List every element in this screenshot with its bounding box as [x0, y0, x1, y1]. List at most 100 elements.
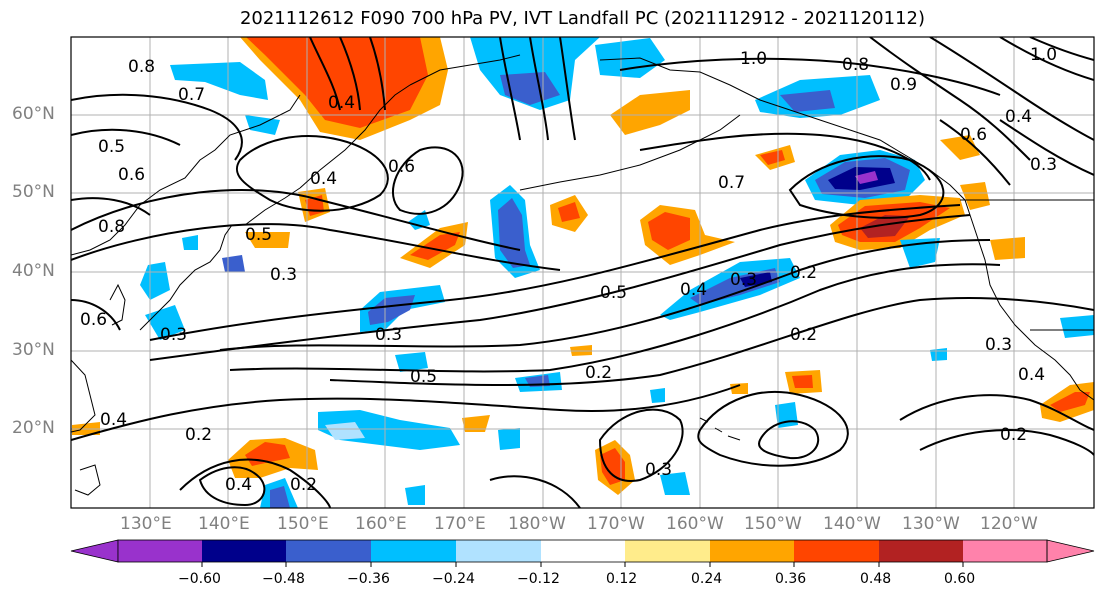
negative-anomaly [395, 352, 428, 372]
contour-label: 0.5 [98, 137, 125, 157]
contour-line [219, 239, 991, 351]
contour-line [71, 189, 521, 251]
positive-anomaly [940, 135, 980, 160]
lon-tick-label: 140°E [198, 514, 250, 534]
colorbar-segment [541, 540, 625, 562]
contour-label: 0.2 [185, 425, 212, 445]
colorbar-tick-label: 0.12 [606, 571, 638, 587]
colorbar-segment [371, 540, 456, 562]
colorbar-segment [202, 540, 286, 562]
graticule [71, 37, 1094, 508]
coastlines [71, 54, 1094, 496]
contour-label: 0.3 [985, 335, 1012, 355]
positive-anomaly [792, 375, 813, 388]
positive-anomaly [610, 90, 690, 135]
positive-anomaly [730, 383, 748, 394]
contour-label: 0.5 [410, 367, 437, 387]
lon-tick-label: 170°W [587, 514, 645, 534]
lat-tick-label: 60°N [12, 104, 55, 124]
negative-anomaly [245, 115, 280, 135]
japan-coastline [139, 224, 233, 331]
contour-label: 0.6 [388, 157, 415, 177]
contour-line [391, 146, 464, 215]
contour-label: 0.4 [1018, 365, 1045, 385]
contour-line [939, 119, 1011, 186]
asia-coastline [71, 94, 301, 256]
colorbar-segment [456, 540, 541, 562]
contour-line [869, 37, 1031, 161]
positive-anomaly [960, 182, 990, 210]
contour-label: 0.5 [600, 283, 627, 303]
contour-label: 0.2 [1000, 425, 1027, 445]
negative-anomaly [222, 255, 245, 272]
contour-label: 0.3 [160, 325, 187, 345]
contour-line [999, 119, 1094, 176]
contour-line [559, 37, 576, 141]
colorbar-tick-label: 0.48 [860, 571, 892, 587]
lon-tick-label: 160°E [355, 514, 407, 534]
contour-line [919, 429, 1094, 456]
colorbar-tick-label: −0.48 [262, 571, 305, 587]
contour-line [1029, 37, 1094, 61]
contour-label: 0.7 [718, 173, 745, 193]
contour-line [999, 37, 1094, 81]
contour-line [229, 263, 1001, 373]
contour-label: 0.7 [178, 85, 205, 105]
lat-tick-label: 30°N [12, 340, 55, 360]
positive-anomaly [760, 150, 785, 165]
negative-anomaly [182, 235, 198, 250]
lon-tick-label: 140°W [823, 514, 881, 534]
china-coastline [71, 359, 96, 433]
contour-line [71, 384, 741, 441]
contour-label: 0.3 [270, 265, 297, 285]
colorbar-tick-label: 0.60 [944, 571, 976, 587]
contour-label: 0.5 [245, 225, 272, 245]
contour-line [758, 420, 820, 460]
contour-line [149, 214, 971, 361]
colorbar [70, 539, 1095, 567]
negative-anomaly [650, 388, 665, 403]
contour-line [499, 37, 521, 141]
positive-anomaly [246, 37, 428, 128]
contour-line [339, 37, 361, 111]
contour-label: 0.8 [128, 57, 155, 77]
negative-anomaly [930, 348, 947, 361]
lat-tick-label: 50°N [12, 182, 55, 202]
contour-line [198, 466, 266, 507]
lon-tick-label: 170°E [434, 514, 486, 534]
negative-anomaly [500, 72, 560, 105]
contour-label: 0.6 [80, 310, 107, 330]
negative-anomaly [855, 171, 878, 184]
contour-label: 0.4 [100, 410, 127, 430]
negative-anomaly [368, 295, 415, 325]
lon-tick-label: 150°E [277, 514, 329, 534]
map-title: 2021112612 F090 700 hPa PV, IVT Landfall… [239, 8, 926, 29]
korea-coastline [109, 283, 126, 326]
colorbar-extend-low [70, 539, 119, 563]
contour-label: 0.8 [842, 55, 869, 75]
positive-anomaly [410, 232, 460, 260]
colorbar-tick-label: 0.36 [775, 571, 807, 587]
colorbar-segment [963, 540, 1047, 562]
colorbar-segment [710, 540, 794, 562]
kamchatka-coastline [299, 84, 411, 189]
colorbar-outline [117, 539, 1048, 563]
colorbar-ticks [201, 562, 964, 567]
negative-anomaly [145, 305, 185, 340]
lat-tick-label: 40°N [12, 261, 55, 281]
siberia-coastline [409, 54, 521, 86]
contour-line [71, 128, 181, 146]
contour-label: 0.3 [730, 270, 757, 290]
positive-anomaly [648, 212, 690, 250]
contour-label: 0.2 [790, 325, 817, 345]
colorbar-extend-high [1046, 539, 1095, 563]
colorbar-tick-label: 0.24 [691, 571, 723, 587]
contour-label: 0.2 [585, 363, 612, 383]
negative-anomaly [270, 486, 290, 508]
negative-anomaly [780, 90, 835, 112]
colorbar-segment [118, 540, 202, 562]
contour-line [71, 299, 121, 331]
negative-anomaly [1060, 315, 1094, 338]
contour-label: 0.4 [1005, 107, 1032, 127]
